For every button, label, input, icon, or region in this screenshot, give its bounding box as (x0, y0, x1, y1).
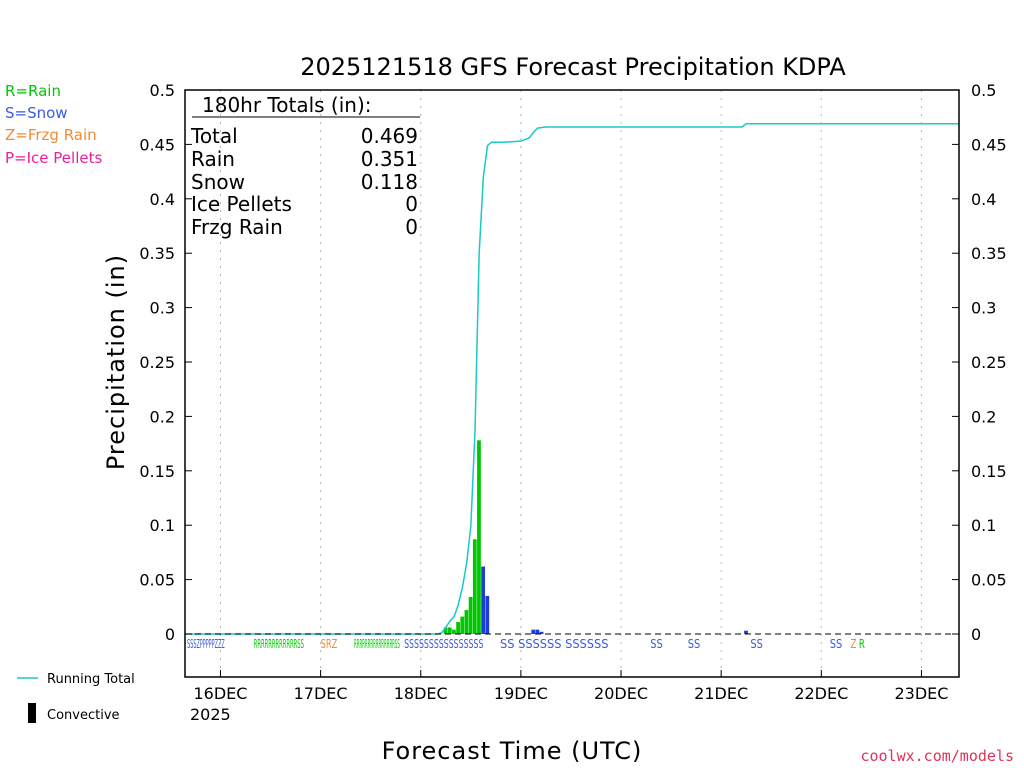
totals-value-rain: 0.351 (361, 147, 418, 171)
bar-rain (456, 622, 460, 634)
bar-snow (535, 629, 540, 634)
y-tick-label-right: 0.25 (971, 353, 1007, 372)
bar-rain (447, 627, 452, 634)
bar-rain (464, 610, 469, 634)
bar-snow (485, 595, 490, 634)
bar-snow (531, 629, 536, 634)
x-tick-label: 20DEC (594, 684, 648, 703)
x-axis-label: Forecast Time (UTC) (382, 737, 643, 765)
series-legend: Running Total Convective (17, 672, 135, 723)
ptype-label: RRRRRRRRRRRRRRRSS (354, 637, 400, 651)
totals-value-ice-pellets: 0 (405, 192, 418, 216)
ptype-label: SRZ (321, 637, 338, 651)
y-tick-label-left: 0.25 (139, 353, 175, 372)
ptype-label: SSSSSSSSSSSSSSSS (404, 637, 483, 651)
y-tick-label-left: 0 (165, 625, 175, 644)
y-tick-label-left: 0.05 (139, 571, 175, 590)
convective-swatch (28, 703, 36, 723)
year-label: 2025 (190, 705, 231, 724)
ptype-label: SS (750, 637, 763, 651)
x-tick-label: 19DEC (494, 684, 548, 703)
totals-box: 180hr Totals (in): Total 0.469 Rain 0.35… (190, 93, 420, 239)
legend-rain: R=Rain (5, 82, 61, 100)
bar-rain (452, 629, 456, 634)
x-tick-label: 22DEC (794, 684, 848, 703)
ptype-label: Z (851, 637, 857, 651)
plot-frame (184, 89, 960, 678)
running-total-label: Running Total (47, 672, 135, 687)
ptype-label: SS (688, 637, 701, 651)
totals-value-snow: 0.118 (361, 170, 418, 194)
x-tick-label: 18DEC (394, 684, 448, 703)
bar-rain (460, 616, 465, 634)
running-total-line (185, 122, 959, 635)
credit-link[interactable]: coolwx.com/models (860, 747, 1014, 765)
y-tick-label-right: 0.15 (971, 462, 1007, 481)
ptype-label: R (859, 637, 865, 651)
bar-snow (481, 566, 486, 634)
x-tick-label: 17DEC (294, 684, 348, 703)
y-tick-label-right: 0 (971, 625, 981, 644)
ptype-label: SS SSSSSS SSSSSS (500, 637, 609, 651)
y-tick-label-right: 0.3 (971, 299, 996, 318)
ptype-strip: SSSZPPPPPZZZ RRRRRRRRRRRRSS SRZ RRRRRRRRRRR… (187, 637, 865, 651)
y-axis-label: Precipitation (in) (102, 254, 130, 470)
bar-snow (539, 631, 544, 634)
y-tick-label-right: 0.05 (971, 571, 1007, 590)
y-tick-label-right: 0.4 (971, 190, 996, 209)
y-tick-label-right: 0.1 (971, 516, 996, 535)
bar-rain (468, 597, 473, 634)
y-tick-label-left: 0.2 (150, 407, 175, 426)
chart-title: 2025121518 GFS Forecast Precipitation KD… (300, 53, 846, 81)
y-tick-label-left: 0.1 (150, 516, 175, 535)
x-tick-label: 16DEC (193, 684, 247, 703)
y-tick-label-left: 0.35 (139, 244, 175, 263)
totals-label-rain: Rain (191, 147, 235, 171)
grid-lines (219, 90, 922, 677)
bar-rain (443, 627, 448, 634)
bar-rain (477, 440, 481, 634)
totals-label-snow: Snow (191, 170, 245, 194)
totals-value-total: 0.469 (361, 124, 418, 148)
y-tick-label-right: 0.35 (971, 244, 1007, 263)
ptype-label: SS (650, 637, 663, 651)
x-tick-label: 23DEC (894, 684, 948, 703)
x-ticks: 16DEC 17DEC 18DEC 19DEC 20DEC 21DEC 22DEC 23DEC (193, 670, 948, 703)
totals-label-ice-pellets: Ice Pellets (191, 192, 292, 216)
ptype-label: RRRRRRRRRRRRSS (254, 637, 304, 651)
legend-ice-pellets: P=Ice Pellets (5, 149, 102, 167)
y-tick-label-right: 0.5 (971, 81, 996, 100)
y-tick-label-left: 0.45 (139, 135, 175, 154)
ptype-legend: R=Rain S=Snow Z=Frzg Rain P=Ice Pellets (5, 82, 102, 167)
bar-rain (472, 539, 477, 634)
y-ticks-left: 0 0.05 0.1 0.15 0.2 0.25 0.3 0.35 0.4 0.45 0.5 (139, 81, 192, 644)
totals-header: 180hr Totals (in): (202, 93, 372, 117)
y-tick-label-right: 0.45 (971, 135, 1007, 154)
running-total-layer (185, 122, 959, 635)
y-tick-label-right: 0.2 (971, 407, 996, 426)
y-tick-label-left: 0.15 (139, 462, 175, 481)
y-ticks-right: 0 0.05 0.1 0.15 0.2 0.25 0.3 0.35 0.4 0.45 0.5 (952, 81, 1007, 644)
legend-snow: S=Snow (5, 104, 68, 122)
ptype-label: SSSZPPPPPZZZ (187, 637, 225, 651)
x-tick-label: 21DEC (694, 684, 748, 703)
bar-snow (744, 630, 748, 634)
y-tick-label-left: 0.5 (150, 81, 175, 100)
ptype-label: SS (830, 637, 843, 651)
totals-value-frzg-rain: 0 (405, 215, 418, 239)
y-tick-label-left: 0.3 (150, 299, 175, 318)
legend-frzg-rain: Z=Frzg Rain (5, 126, 97, 144)
precip-bars (443, 440, 748, 634)
convective-label: Convective (47, 708, 120, 723)
totals-label-frzg-rain: Frzg Rain (191, 215, 283, 239)
y-tick-label-left: 0.4 (150, 190, 175, 209)
totals-label-total: Total (190, 124, 238, 148)
